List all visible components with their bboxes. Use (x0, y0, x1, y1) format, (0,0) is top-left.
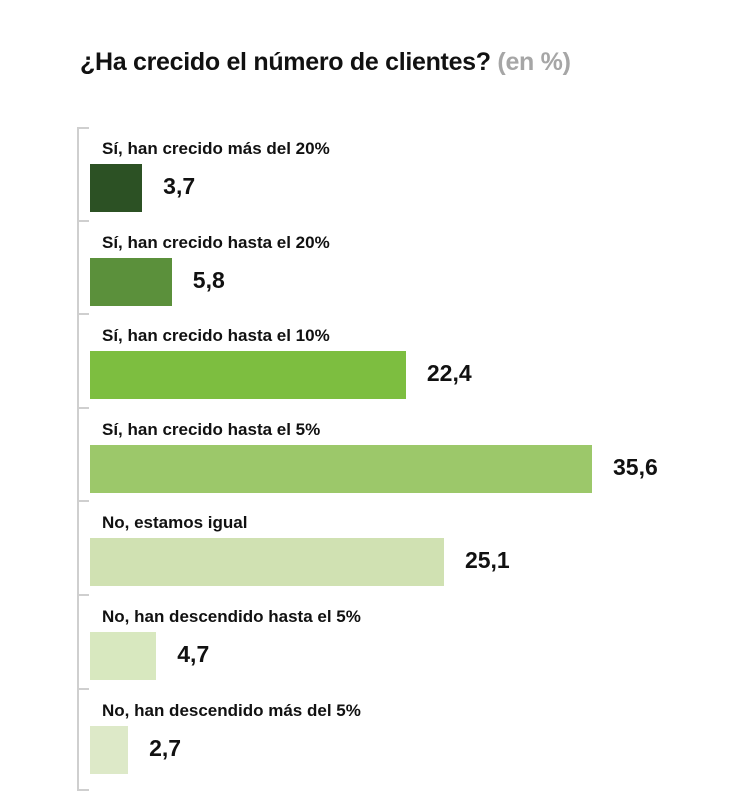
axis-tick (77, 789, 89, 791)
axis-tick (77, 406, 89, 409)
category-label: Sí, han crecido hasta el 5% (102, 419, 321, 439)
axis-tick (77, 127, 89, 129)
category-label: Sí, han crecido hasta el 10% (102, 326, 330, 346)
chart-title: ¿Ha crecido el número de clientes? (en %… (80, 48, 571, 77)
bar-row: No, han descendido hasta el 5% 4,7 (0, 595, 733, 688)
bar-row: Sí, han crecido más del 20% 3,7 (0, 127, 733, 220)
unit-label: (en %) (497, 48, 571, 76)
data-label: 2,7 (149, 734, 182, 761)
category-label: Sí, han crecido más del 20% (102, 139, 330, 158)
axis-tick (77, 313, 89, 316)
bar-row: No, estamos igual 25,1 (0, 501, 733, 594)
category-label: Sí, han crecido hasta el 20% (102, 232, 330, 252)
data-label: 25,1 (464, 547, 510, 574)
bar (90, 444, 592, 493)
bar (90, 632, 157, 680)
bar (90, 164, 143, 212)
category-label: No, estamos igual (102, 513, 248, 533)
data-label: 4,7 (177, 641, 210, 667)
category-label: No, han descendido más del 5% (102, 700, 361, 720)
bar (90, 725, 129, 774)
chart-title-text: ¿Ha crecido el número de clientes? (80, 48, 491, 76)
data-label: 22,4 (426, 360, 472, 387)
category-label: No, han descendido hasta el 5% (102, 607, 361, 626)
axis-tick (77, 500, 89, 503)
bar (90, 257, 172, 306)
y-axis-line (77, 127, 79, 791)
bar (90, 351, 406, 400)
bar-row: Sí, han crecido hasta el 10% 22,4 (0, 314, 733, 407)
bar-row: Sí, han crecido hasta el 5% 35,6 (0, 408, 733, 501)
bar-row: Sí, han crecido hasta el 20% 5,8 (0, 221, 733, 314)
axis-tick (77, 594, 89, 596)
data-label: 35,6 (613, 453, 658, 480)
axis-tick (77, 219, 89, 222)
data-label: 5,8 (192, 266, 225, 293)
bar-row: No, han descendido más del 5% 2,7 (0, 689, 733, 782)
bar (90, 538, 444, 587)
data-label: 3,7 (163, 173, 196, 199)
axis-tick (77, 687, 89, 690)
